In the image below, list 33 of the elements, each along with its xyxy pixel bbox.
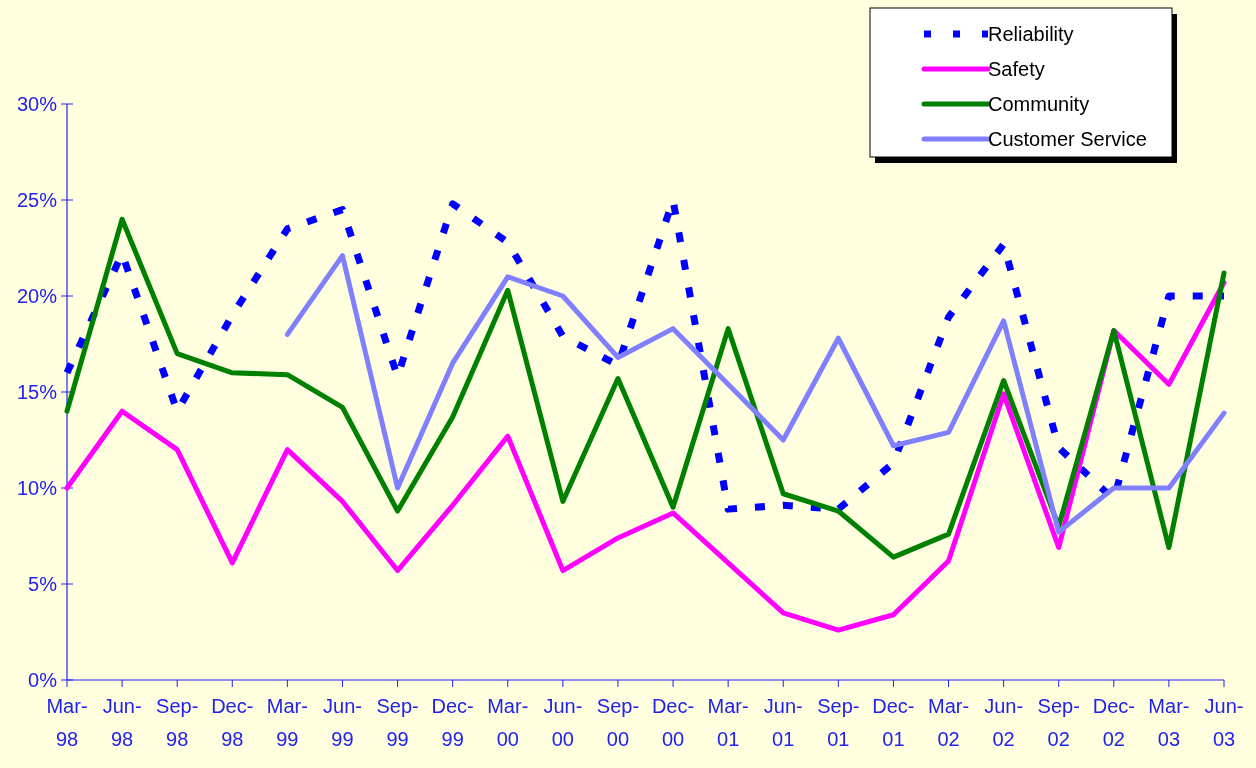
x-tick-label: Dec-01: [872, 695, 915, 750]
x-tick-label: Sep-00: [596, 695, 640, 750]
y-tick-label: 0%: [28, 669, 58, 691]
x-tick-label: Jun-98: [102, 695, 142, 750]
x-tick-label: Mar-00: [487, 695, 529, 750]
x-tick-label: Sep-02: [1037, 695, 1080, 750]
x-tick-label: Sep-01: [817, 695, 860, 750]
x-tick-label: Mar-03: [1148, 695, 1190, 750]
y-tick-label: 20%: [16, 285, 58, 307]
x-tick-label: Jun-99: [323, 695, 362, 750]
x-tick-label: Dec-99: [431, 695, 474, 750]
x-tick-label: Mar-99: [266, 695, 308, 750]
legend-label: Safety: [988, 58, 1045, 80]
y-tick-label: 10%: [16, 477, 58, 499]
x-tick-label: Sep-98: [156, 695, 199, 750]
y-tick-label: 30%: [16, 93, 58, 115]
legend-label: Reliability: [988, 23, 1074, 45]
x-tick-label: Dec-98: [211, 695, 254, 750]
x-tick-label: Mar-02: [927, 695, 970, 750]
x-tick-label: Dec-02: [1092, 695, 1135, 750]
x-tick-label: Jun-02: [984, 695, 1024, 750]
x-tick-label: Jun-01: [763, 695, 803, 750]
x-tick-label: Mar-01: [707, 695, 749, 750]
y-tick-label: 15%: [16, 381, 58, 403]
x-tick-label: Sep-99: [376, 695, 419, 750]
x-tick-label: Jun-00: [543, 695, 583, 750]
x-tick-label: Mar-98: [46, 695, 88, 750]
x-tick-label: Jun-03: [1204, 695, 1244, 750]
y-tick-label: 25%: [16, 189, 58, 211]
legend-label: Community: [988, 93, 1090, 115]
y-tick-label: 5%: [28, 573, 58, 595]
legend-label: Customer Service: [988, 128, 1147, 150]
x-tick-label: Dec-00: [651, 695, 695, 750]
